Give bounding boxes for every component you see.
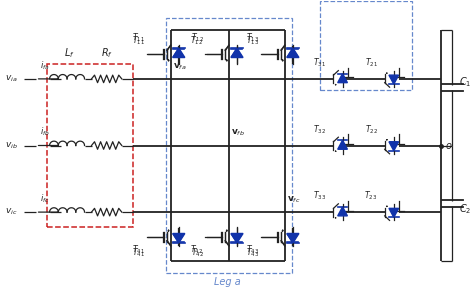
Text: $i_{fa}$: $i_{fa}$ — [40, 59, 50, 72]
Text: $o$: $o$ — [445, 141, 452, 150]
Polygon shape — [389, 208, 399, 217]
Text: $i_{fc}$: $i_{fc}$ — [40, 192, 50, 205]
Polygon shape — [287, 234, 298, 242]
Text: $T_{13}$: $T_{13}$ — [246, 35, 259, 47]
Polygon shape — [173, 48, 185, 58]
Polygon shape — [337, 140, 347, 149]
Polygon shape — [173, 234, 184, 242]
Text: $T_{12}$: $T_{12}$ — [191, 32, 203, 44]
Text: $T_{11}$: $T_{11}$ — [132, 32, 146, 44]
Bar — [47, 64, 133, 227]
Polygon shape — [389, 75, 399, 84]
Polygon shape — [287, 49, 298, 57]
Text: $T_{12}$: $T_{12}$ — [190, 35, 203, 47]
Text: $\mathbf{v}_{fb}$: $\mathbf{v}_{fb}$ — [231, 128, 245, 138]
Text: $\mathbf{v}_{fa}$: $\mathbf{v}_{fa}$ — [173, 61, 187, 72]
Text: $T_{22}$: $T_{22}$ — [365, 123, 377, 136]
Polygon shape — [337, 207, 347, 216]
Polygon shape — [173, 233, 185, 243]
Text: $T_{33}$: $T_{33}$ — [313, 190, 326, 202]
Text: $T_{13}$: $T_{13}$ — [246, 32, 259, 44]
Polygon shape — [231, 233, 243, 243]
Text: $R_f$: $R_f$ — [101, 46, 113, 60]
Text: Leg a: Leg a — [214, 277, 241, 287]
Polygon shape — [287, 48, 299, 58]
Polygon shape — [389, 142, 399, 151]
Polygon shape — [231, 234, 242, 242]
Polygon shape — [231, 49, 242, 57]
Text: $C_1$: $C_1$ — [459, 75, 472, 89]
Text: $T_{11}$: $T_{11}$ — [132, 35, 145, 47]
Polygon shape — [337, 74, 347, 83]
Text: $C_2$: $C_2$ — [459, 202, 472, 216]
Text: $v_{ia}$: $v_{ia}$ — [5, 74, 18, 84]
Text: $v_{ib}$: $v_{ib}$ — [5, 140, 18, 151]
Text: $T_{41}$: $T_{41}$ — [132, 244, 145, 256]
Text: $v_{ic}$: $v_{ic}$ — [5, 207, 18, 217]
Text: $\mathbf{v}_{fc}$: $\mathbf{v}_{fc}$ — [287, 194, 301, 205]
Text: $L_f$: $L_f$ — [64, 46, 75, 60]
Text: $T_{21}$: $T_{21}$ — [365, 57, 377, 69]
Polygon shape — [231, 48, 243, 58]
Text: $T_{31}$: $T_{31}$ — [313, 57, 326, 69]
Text: $T_{42}$: $T_{42}$ — [191, 247, 203, 259]
Text: $T_{43}$: $T_{43}$ — [246, 247, 259, 259]
Bar — [320, 1, 412, 90]
Text: $T_{23}$: $T_{23}$ — [365, 190, 377, 202]
Text: $T_{43}$: $T_{43}$ — [246, 244, 259, 256]
Text: $T_{32}$: $T_{32}$ — [313, 123, 326, 136]
Text: $T_{42}$: $T_{42}$ — [190, 244, 203, 256]
Bar — [166, 18, 292, 273]
Polygon shape — [173, 49, 184, 57]
Text: $T_{41}$: $T_{41}$ — [132, 247, 146, 259]
Text: $i_{fb}$: $i_{fb}$ — [40, 126, 50, 138]
Polygon shape — [287, 233, 299, 243]
